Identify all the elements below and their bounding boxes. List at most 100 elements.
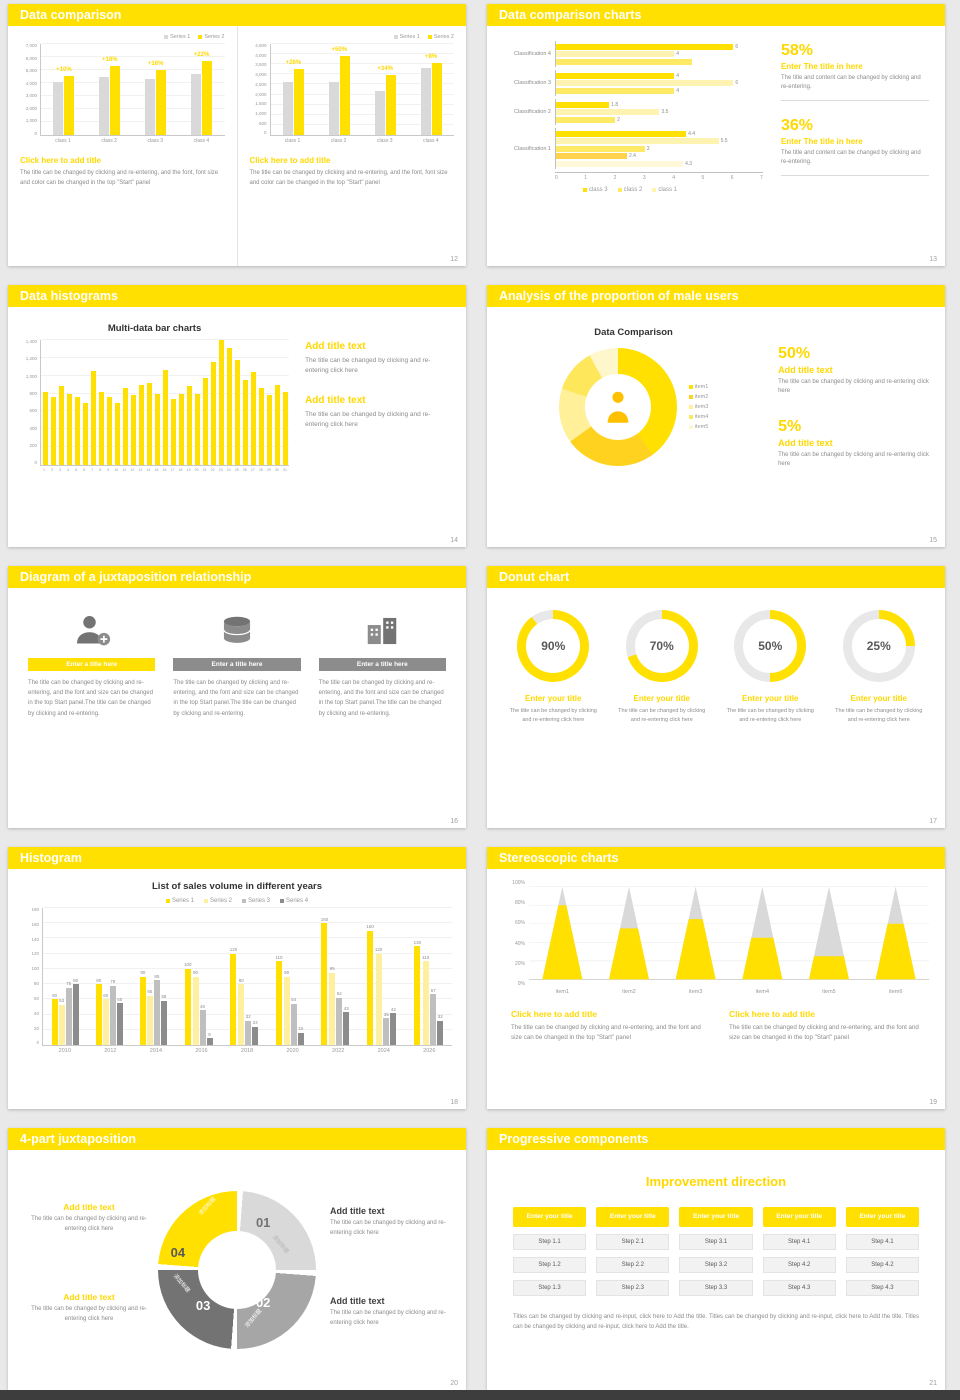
x-tick-label: 3 — [642, 175, 646, 181]
bar-rect — [336, 997, 343, 1045]
x-tick-label: class 4 — [423, 138, 439, 144]
bar-rect — [556, 160, 684, 167]
donut-column-3: 50% Enter your title The title can be ch… — [722, 610, 819, 828]
legend-marker — [688, 385, 693, 389]
chart-legend: Series 1 Series 2 — [20, 34, 225, 40]
stat-body: The title can be changed by clicking and… — [778, 378, 929, 394]
slide-body: Data Comparison item1 item2 item3 item4 item… — [487, 307, 945, 547]
bar — [431, 44, 442, 135]
step-cell: Step 2.1 — [596, 1234, 670, 1250]
slide-18[interactable]: Histogram List of sales volume in differ… — [8, 847, 466, 1109]
bar-group — [146, 340, 152, 465]
x-tick-label: 23 — [218, 468, 223, 472]
legend-marker — [652, 188, 657, 192]
bar-group — [130, 340, 136, 465]
bar-value: 150 — [366, 924, 374, 930]
bar — [66, 340, 72, 465]
slide-21[interactable]: Progressive components Improvement direc… — [487, 1128, 945, 1390]
bar-group: Classification 2 1.8 3.5 2 — [497, 99, 763, 125]
slide-12[interactable]: Data comparison Series 1 Series 2 7,000 6,… — [8, 4, 466, 266]
bar-rect — [242, 380, 248, 465]
bar — [154, 340, 160, 465]
bar-rect — [383, 1018, 390, 1045]
slide-14[interactable]: Data histograms Multi-data bar charts 1,… — [8, 285, 466, 547]
page-number: 13 — [929, 256, 937, 263]
bar-group — [82, 340, 88, 465]
legend-item: Series 2 — [203, 898, 232, 904]
bottom-bar — [0, 1390, 960, 1400]
gridline — [41, 82, 225, 83]
bar-value: 120 — [374, 947, 383, 953]
x-axis: class 1 class 2 class 3 class 4 — [270, 136, 455, 144]
segment-label: 添加标题 — [244, 1308, 263, 1330]
y-tick-label: 80% — [514, 900, 525, 907]
bar-rect — [283, 976, 290, 1045]
legend-item: Series 1 — [393, 34, 420, 40]
bar-rect — [274, 384, 280, 465]
person-icon — [28, 608, 155, 654]
block-title: Add title text — [330, 1206, 385, 1216]
bar: 58 — [160, 908, 167, 1045]
group-label: +22% — [193, 51, 210, 58]
bar-group: 160 95 62 43 — [321, 908, 350, 1045]
bar-rect — [65, 987, 72, 1045]
x-tick-label: 1 — [584, 175, 588, 181]
x-tick-label: 29 — [266, 468, 271, 472]
donut-percent: 90% — [541, 639, 566, 653]
y-tick-label: 5,000 — [25, 68, 37, 73]
y-tick-label: 1,000 — [255, 111, 267, 117]
segmented-donut: 01 02 03 04 添加标题 添加标题 添加标题 添加标题 — [158, 1191, 316, 1349]
slide-16[interactable]: Diagram of a juxtaposition relationship … — [8, 566, 466, 828]
chart-title: List of sales volume in different years — [152, 881, 322, 892]
cone-fill — [742, 937, 783, 980]
category-label: Classification 1 — [514, 145, 551, 152]
slide-19[interactable]: Stereoscopic charts 100% 80% 60% 40% 20% 0% it… — [487, 847, 945, 1109]
x-tick-label: item5 — [822, 989, 836, 995]
page-number: 16 — [450, 818, 458, 825]
bar-value: 130 — [413, 939, 422, 945]
bar-rect — [139, 976, 146, 1045]
column-1: Enter a title here The title can be chan… — [28, 608, 156, 828]
donut-percent: 70% — [649, 639, 674, 653]
bar-rect — [431, 63, 442, 135]
donut-column-4: 25% Enter your title The title can be ch… — [831, 610, 928, 828]
bar: 43 — [343, 908, 350, 1045]
x-tick-label: 6 — [730, 175, 734, 181]
bar: 32 — [437, 908, 444, 1045]
bar — [420, 44, 431, 135]
bar: 32 — [245, 908, 252, 1045]
text-block-left-bottom: Add title text The title can be changed … — [24, 1292, 154, 1324]
bar — [218, 340, 224, 465]
bar — [178, 340, 184, 465]
x-tick-label: class 4 — [193, 138, 210, 144]
legend-marker — [427, 35, 432, 39]
bar-group: 90 65 85 58 — [139, 908, 167, 1045]
bar: 54 — [290, 908, 297, 1045]
slide-13[interactable]: Data comparison charts Classification 4 6… — [487, 4, 945, 266]
slide-20[interactable]: 4-part juxtaposition 01 02 03 04 添加标题 添加… — [8, 1128, 466, 1390]
bar-rect — [58, 386, 64, 465]
donut-heading: Enter your title — [850, 694, 907, 703]
slide-15[interactable]: Analysis of the proportion of male users… — [487, 285, 945, 547]
bar-group: +22% — [191, 44, 213, 135]
y-tick-label: 140 — [31, 936, 39, 942]
plot — [40, 339, 290, 466]
donut-row: item1 item2 item3 item4 item5 — [499, 348, 768, 466]
bar-rect — [556, 87, 675, 94]
bar-group — [258, 340, 264, 465]
slide-17[interactable]: Donut chart 90% Enter your title The tit… — [487, 566, 945, 828]
donut-chart — [558, 348, 677, 466]
bar-value: 4 — [676, 87, 680, 94]
steps-table: Enter your title Step 1.1 Step 1.2 Step … — [513, 1207, 920, 1296]
bar — [282, 340, 288, 465]
bar-group — [234, 340, 240, 465]
bar: 80 — [238, 908, 245, 1045]
bar-group — [66, 340, 72, 465]
bar — [156, 44, 167, 135]
x-tick-label: 2 — [613, 175, 617, 181]
x-tick-label: 2026 — [423, 1048, 436, 1054]
bar-rect — [556, 138, 719, 144]
bar-value: 78 — [110, 979, 116, 985]
bar-rect — [556, 101, 610, 108]
